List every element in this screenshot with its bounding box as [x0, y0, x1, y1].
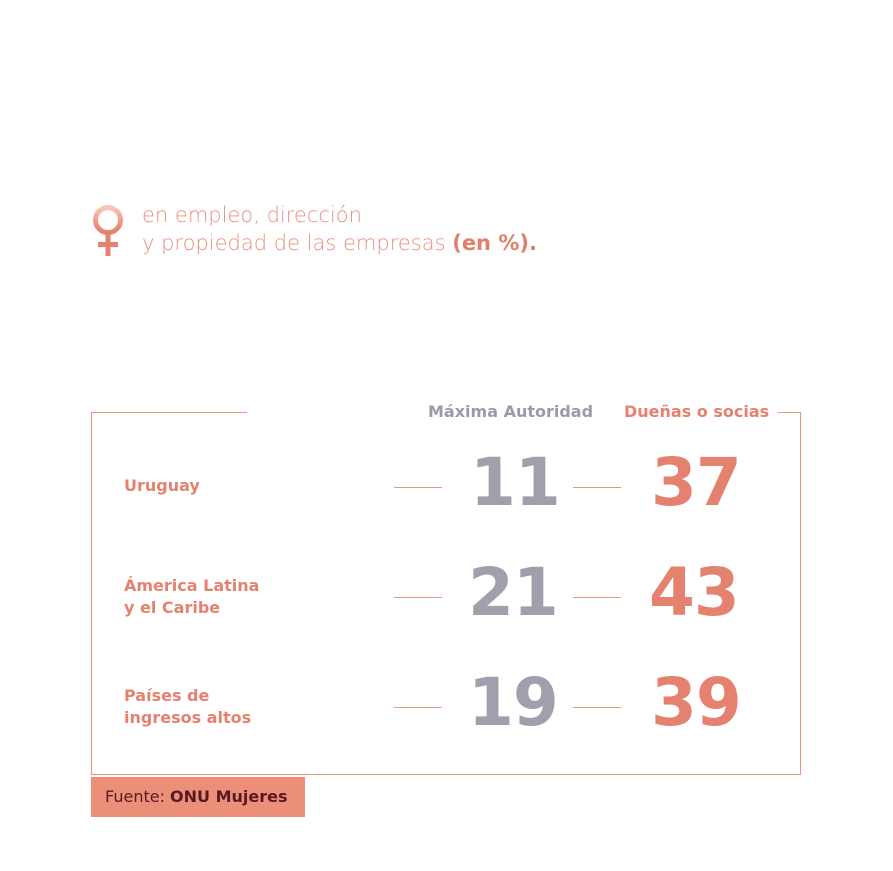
row-dash-left [394, 707, 442, 708]
chart-title-plain: y propiedad de las empresas [142, 231, 453, 255]
value-max-authority: 19 [468, 664, 559, 741]
value-owners: 43 [649, 554, 740, 631]
chart-title-line-2: y propiedad de las empresas (en %). [142, 230, 537, 256]
row-dash-left [394, 487, 442, 488]
row-label-latin-america: Ámerica Latina y el Caribe [124, 575, 259, 619]
row-dash-middle [573, 597, 621, 598]
column-header-max-authority: Máxima Autoridad [428, 402, 594, 421]
row-label-line-1: Ámerica Latina [124, 576, 260, 595]
chart-title-line-1: en empleo, dirección [142, 203, 362, 227]
row-dash-middle [573, 487, 621, 488]
frame-top-left-line [91, 412, 247, 413]
row-dash-middle [573, 707, 621, 708]
row-label-line-1: Uruguay [124, 476, 200, 495]
value-max-authority: 11 [470, 444, 561, 521]
source-prefix: Fuente: [105, 787, 171, 806]
frame-top-right-line [778, 412, 801, 413]
row-label-uruguay: Uruguay [124, 475, 200, 497]
row-label-high-income: Países de ingresos altos [124, 685, 251, 729]
value-max-authority: 21 [468, 554, 559, 631]
source-name: ONU Mujeres [170, 787, 288, 806]
row-label-line-1: Países de [124, 686, 210, 705]
chart-header: en empleo, dirección y propiedad de las … [90, 200, 610, 264]
source-badge: Fuente: ONU Mujeres [91, 777, 305, 817]
value-owners: 39 [651, 664, 742, 741]
column-header-owners: Dueñas o socias [624, 402, 770, 421]
table-frame [91, 412, 801, 775]
row-label-line-2: ingresos altos [124, 708, 252, 727]
source-text: Fuente: ONU Mujeres [105, 787, 288, 807]
value-owners: 37 [651, 444, 742, 521]
row-dash-left [394, 597, 442, 598]
chart-title-unit: (en %). [452, 231, 537, 255]
venus-icon [93, 205, 123, 256]
row-label-line-2: y el Caribe [124, 598, 221, 617]
